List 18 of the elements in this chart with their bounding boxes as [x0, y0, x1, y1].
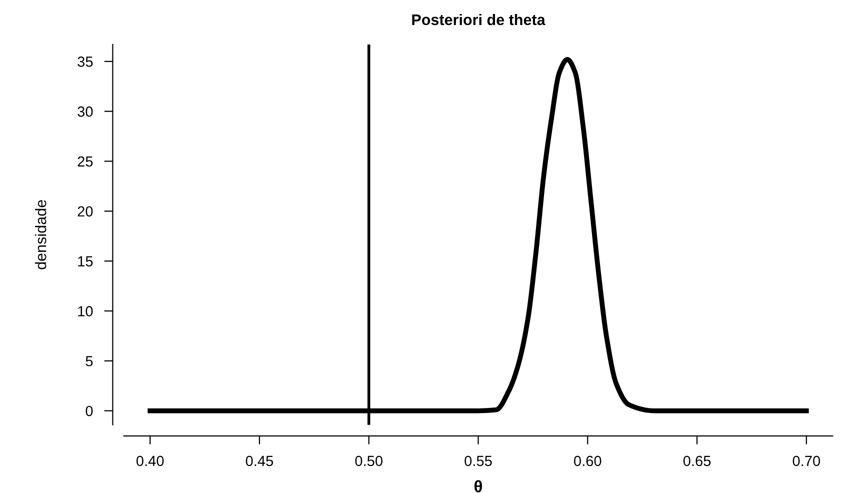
x-tick-label: 0.70 — [792, 456, 820, 466]
y-tick-label: 10 — [78, 306, 93, 316]
x-tick-label: 0.40 — [136, 456, 164, 466]
x-tick-label: 0.65 — [683, 456, 711, 466]
chart-title: Posteriori de theta — [412, 14, 546, 26]
y-tick-label: 30 — [78, 106, 93, 117]
x-tick-label: 0.50 — [355, 456, 382, 466]
x-tick-label: 0.60 — [574, 456, 602, 466]
y-tick-label: 0 — [86, 406, 93, 416]
y-tick-label: 25 — [78, 156, 93, 167]
y-tick-label: 35 — [78, 56, 93, 67]
x-tick-label: 0.55 — [464, 456, 492, 466]
y-tick-label: 15 — [78, 256, 93, 266]
y-tick-label: 20 — [78, 206, 93, 217]
x-tick-label: 0.45 — [246, 456, 274, 466]
x-axis-title: θ — [474, 480, 482, 492]
y-tick-label: 5 — [86, 356, 93, 366]
y-axis-title: densidade — [35, 200, 46, 270]
